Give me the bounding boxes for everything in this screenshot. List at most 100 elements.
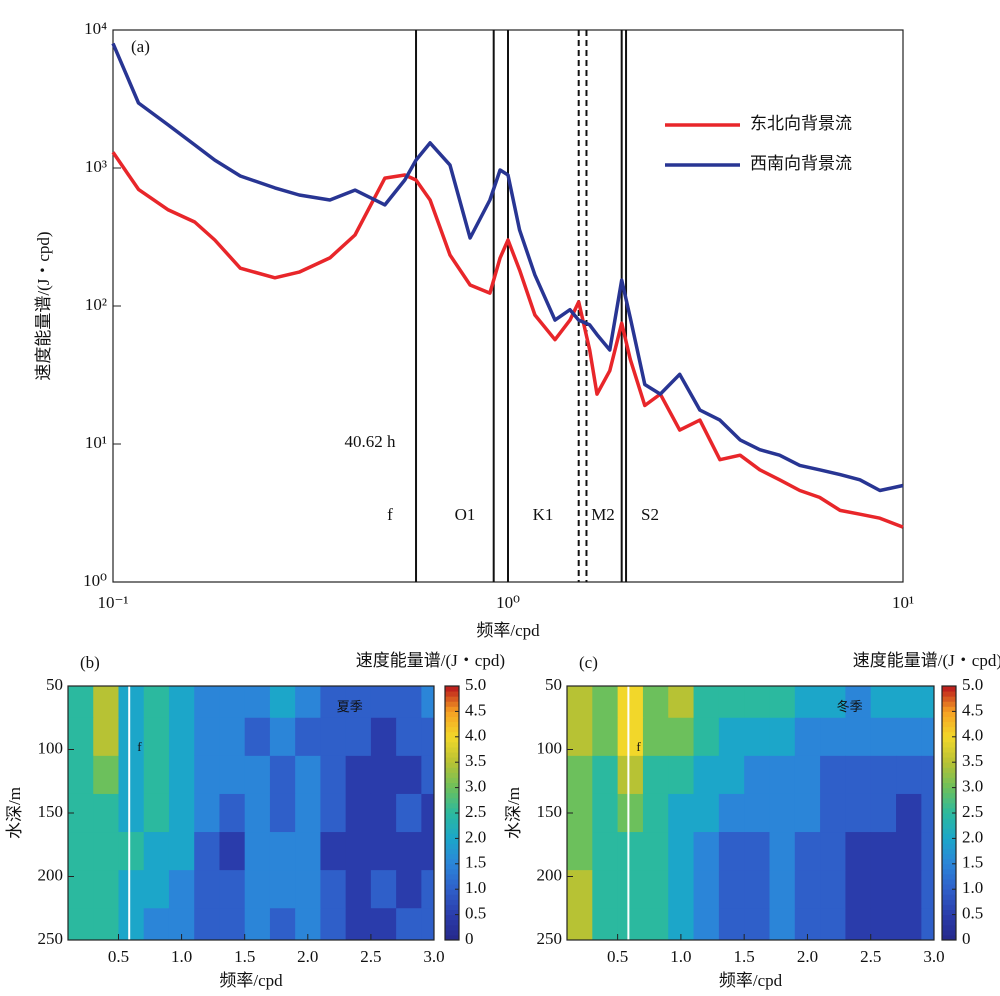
heat-cell bbox=[345, 870, 372, 909]
heat-cell bbox=[370, 755, 397, 795]
line-label: f bbox=[387, 505, 393, 524]
legend-label: 西南向背景流 bbox=[750, 154, 852, 173]
colorbar-segment bbox=[445, 889, 459, 895]
colorbar-segment bbox=[445, 858, 459, 865]
heat-cell bbox=[567, 686, 593, 719]
heat-cell bbox=[320, 870, 347, 909]
heat-cell bbox=[693, 870, 720, 909]
heat-cell bbox=[295, 870, 321, 909]
colorbar-segment bbox=[942, 813, 956, 819]
colorbar-segment bbox=[942, 818, 956, 824]
colorbar-tick-label: 5.0 bbox=[962, 675, 983, 694]
colorbar-segment bbox=[445, 914, 459, 921]
heat-cell bbox=[744, 686, 770, 719]
f-label: f bbox=[636, 739, 641, 754]
heat-cell bbox=[642, 793, 669, 833]
colorbar-segment bbox=[445, 731, 459, 738]
colorbar-segment bbox=[445, 752, 459, 758]
x-tick-label: 10¹ bbox=[892, 593, 914, 612]
colorbar-segment bbox=[445, 691, 459, 697]
heat-cell bbox=[769, 686, 796, 719]
heat-cell bbox=[592, 832, 619, 871]
heat-cell bbox=[718, 717, 745, 757]
heat-cell bbox=[693, 717, 720, 757]
colorbar-segment bbox=[445, 823, 459, 829]
heat-cell bbox=[820, 908, 846, 941]
heat-cell bbox=[642, 908, 669, 941]
colorbar-segment bbox=[942, 868, 956, 875]
colorbar-tick-label: 3.0 bbox=[962, 777, 983, 796]
heat-cell bbox=[592, 793, 619, 833]
heat-cell bbox=[668, 755, 695, 795]
heat-cell bbox=[744, 717, 770, 757]
heat-cell bbox=[396, 832, 422, 871]
colorbar-segment bbox=[445, 782, 459, 789]
colorbar-segment bbox=[445, 884, 459, 890]
colorbar-tick-label: 1.5 bbox=[962, 853, 983, 872]
colorbar-segment bbox=[445, 833, 459, 839]
heat-cell bbox=[794, 793, 821, 833]
y-tick-label: 150 bbox=[537, 802, 563, 821]
colorbar-tick-label: 3.0 bbox=[465, 777, 486, 796]
colorbar-segment bbox=[942, 686, 956, 692]
colorbar-segment bbox=[942, 782, 956, 789]
colorbar-segment bbox=[942, 731, 956, 738]
heat-cell bbox=[118, 755, 145, 795]
heat-cell bbox=[370, 832, 397, 871]
period-label: 40.62 h bbox=[345, 432, 397, 451]
colorbar-segment bbox=[942, 843, 956, 850]
heat-cell bbox=[592, 717, 619, 757]
colorbar-tick-label: 1.0 bbox=[465, 878, 486, 897]
heat-cell bbox=[295, 717, 321, 757]
heat-cell bbox=[693, 832, 720, 871]
heat-cell bbox=[143, 755, 170, 795]
colorbar-segment bbox=[942, 691, 956, 697]
heat-cell bbox=[820, 832, 846, 871]
y-tick-label: 10² bbox=[85, 295, 107, 314]
x-tick-label: 2.0 bbox=[797, 947, 818, 966]
heat-cell bbox=[93, 717, 119, 757]
heat-cell bbox=[718, 686, 745, 719]
heat-cell bbox=[93, 870, 119, 909]
colorbar-tick-label: 2.5 bbox=[465, 802, 486, 821]
colorbar-segment bbox=[445, 813, 459, 819]
y-tick-label: 200 bbox=[38, 865, 64, 884]
heat-cell bbox=[668, 832, 695, 871]
colorbar-segment bbox=[445, 838, 459, 844]
colorbar-segment bbox=[942, 757, 956, 763]
heat-cell bbox=[396, 908, 422, 941]
colorbar-segment bbox=[445, 863, 459, 870]
heat-cell bbox=[269, 717, 296, 757]
heat-cell bbox=[118, 717, 145, 757]
heat-cell bbox=[93, 832, 119, 871]
heat-cell bbox=[769, 908, 796, 941]
heat-cell bbox=[617, 717, 644, 757]
heat-cell bbox=[718, 908, 745, 941]
heat-cell bbox=[870, 755, 897, 795]
colorbar-tick-label: 3.5 bbox=[465, 751, 486, 770]
heat-cell bbox=[295, 793, 321, 833]
heat-cell bbox=[396, 686, 422, 719]
colorbar-segment bbox=[942, 706, 956, 712]
heat-cell bbox=[118, 686, 145, 719]
heat-cell bbox=[320, 793, 347, 833]
heat-cell bbox=[396, 793, 422, 833]
x-tick-label: 2.0 bbox=[297, 947, 318, 966]
heat-cell bbox=[870, 717, 897, 757]
heat-cell bbox=[194, 908, 220, 941]
heat-cell bbox=[421, 686, 435, 719]
y-axis-label: 水深/m bbox=[5, 787, 24, 839]
colorbar-segment bbox=[942, 909, 956, 916]
heat-cell bbox=[845, 755, 872, 795]
colorbar-segment bbox=[942, 787, 956, 794]
heat-cell bbox=[118, 793, 145, 833]
heat-cell bbox=[295, 686, 321, 719]
heat-cell bbox=[118, 832, 145, 871]
colorbar-segment bbox=[445, 757, 459, 763]
heat-cell bbox=[143, 908, 170, 941]
colorbar-segment bbox=[942, 807, 956, 814]
heat-cell bbox=[219, 755, 246, 795]
heat-cell bbox=[896, 755, 922, 795]
heat-cell bbox=[718, 870, 745, 909]
colorbar-tick-label: 4.0 bbox=[465, 726, 486, 745]
